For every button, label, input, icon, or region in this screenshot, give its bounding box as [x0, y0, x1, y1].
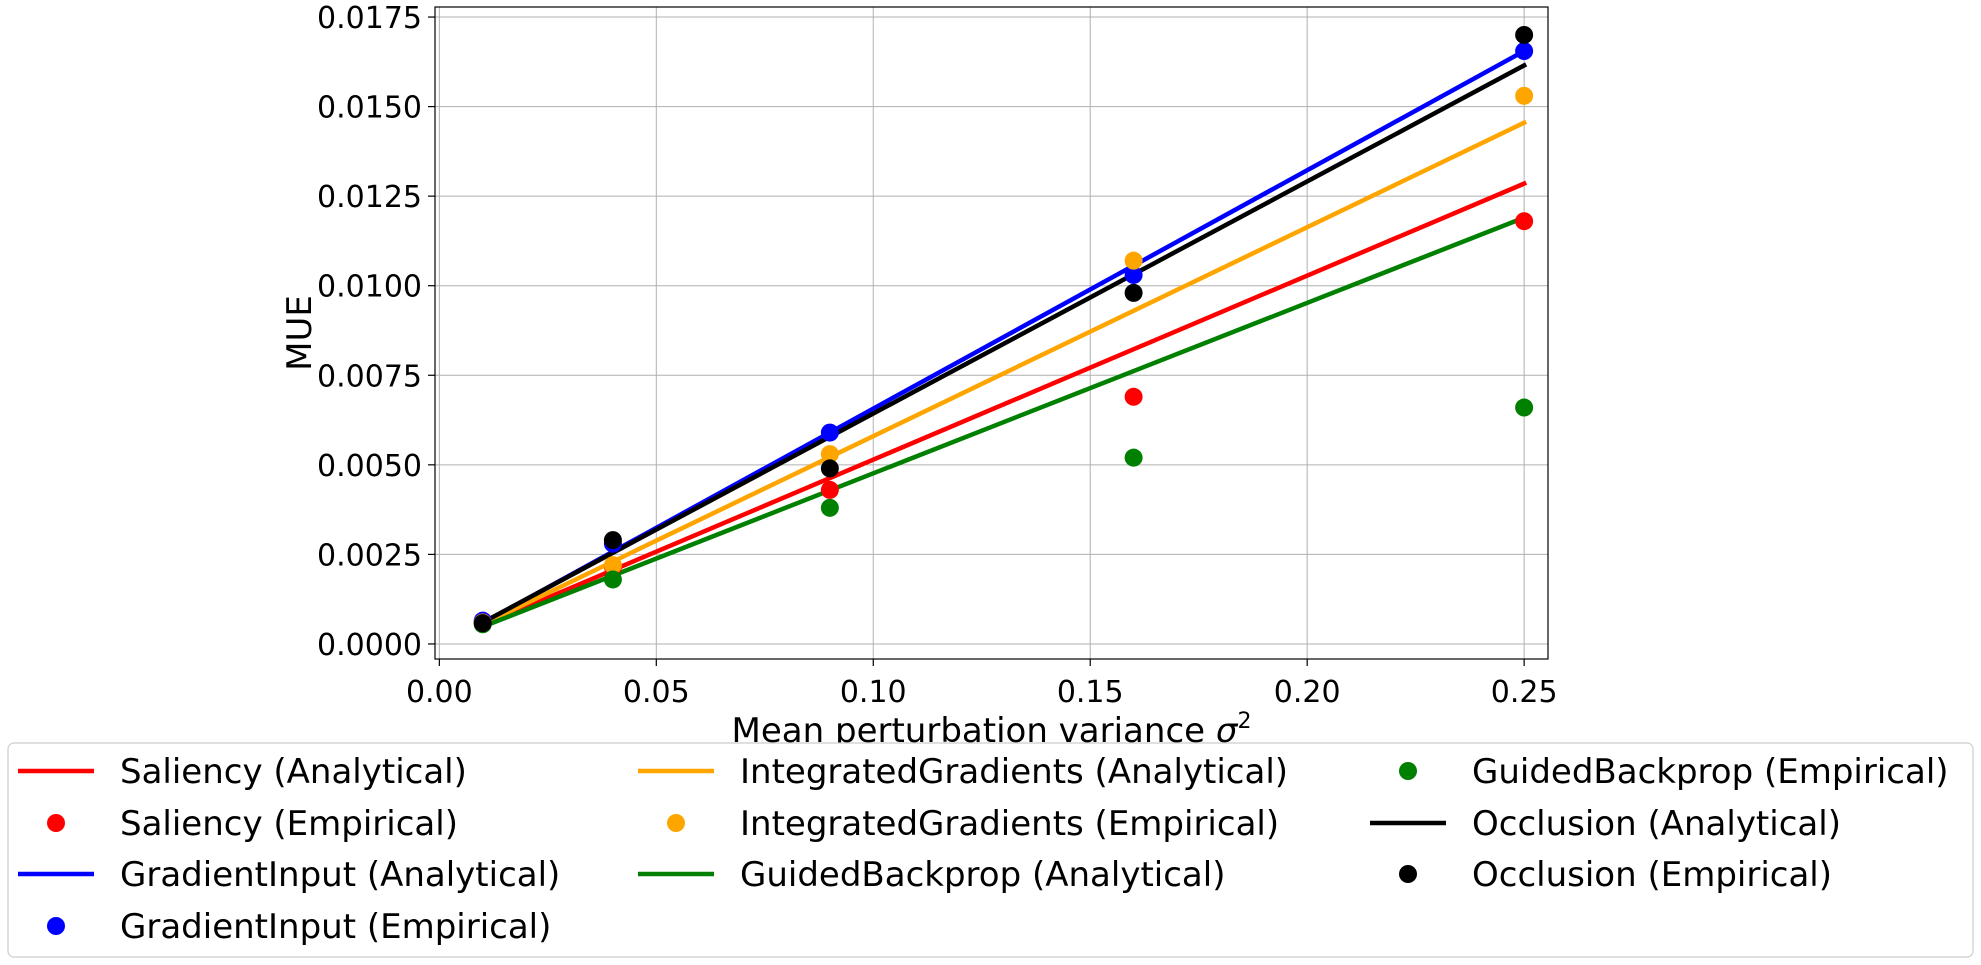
data-point — [1515, 86, 1534, 105]
x-tick-label: 0.25 — [1491, 675, 1558, 710]
data-point — [1124, 251, 1143, 270]
y-tick-label: 0.0175 — [317, 1, 422, 36]
data-point — [1124, 283, 1143, 302]
data-point — [820, 445, 839, 464]
y-tick-label: 0.0050 — [317, 449, 422, 484]
legend-label: Occlusion (Analytical) — [1472, 804, 1841, 844]
y-tick-label: 0.0000 — [317, 628, 422, 663]
series-line — [479, 214, 1528, 630]
x-tick-label: 0.00 — [406, 675, 473, 710]
data-point — [820, 423, 839, 442]
legend-point-swatch — [47, 917, 65, 935]
y-axis-label: MUE — [280, 295, 320, 371]
data-point — [1515, 398, 1534, 417]
series-line — [479, 119, 1528, 628]
data-point — [1124, 265, 1143, 284]
legend-label: IntegratedGradients (Empirical) — [740, 804, 1279, 844]
y-tick-label: 0.0100 — [317, 270, 422, 305]
y-tick-label: 0.0075 — [317, 359, 422, 394]
x-tick-label: 0.05 — [623, 675, 690, 710]
data-point — [473, 614, 492, 633]
data-point — [820, 480, 839, 499]
legend-point-swatch — [667, 814, 685, 832]
legend-point-swatch — [1399, 762, 1417, 780]
legend-label: GuidedBackprop (Empirical) — [1472, 752, 1949, 792]
data-point — [603, 531, 622, 550]
y-tick-label: 0.0025 — [317, 538, 422, 573]
grid — [435, 7, 1548, 659]
data-point — [1515, 42, 1534, 61]
legend-entries: Saliency (Analytical) Saliency (Empirical… — [18, 752, 1949, 947]
x-tick-label: 0.10 — [840, 675, 907, 710]
legend-label: GuidedBackprop (Analytical) — [740, 855, 1225, 895]
legend-point-swatch — [1399, 865, 1417, 883]
legend-point-swatch — [47, 814, 65, 832]
data-point — [603, 570, 622, 589]
series-line — [479, 62, 1528, 626]
legend-label: Saliency (Empirical) — [120, 804, 458, 844]
legend-label: GradientInput (Analytical) — [120, 855, 560, 895]
series — [473, 25, 1534, 634]
data-point — [1124, 448, 1143, 467]
legend-label: Saliency (Analytical) — [120, 752, 467, 792]
axis-ticks: 0.00 0.05 0.10 0.15 0.20 0.25 0.0000 0.0025 0.00… — [317, 1, 1558, 710]
legend-label: GradientInput (Empirical) — [120, 907, 551, 947]
data-point — [1515, 25, 1534, 44]
legend — [7, 742, 1974, 958]
legend-label: Occlusion (Empirical) — [1472, 855, 1832, 895]
x-tick-label: 0.20 — [1274, 675, 1341, 710]
data-point — [820, 459, 839, 478]
x-tick-label: 0.15 — [1057, 675, 1124, 710]
plot-area — [434, 6, 1549, 660]
data-point — [1515, 212, 1534, 231]
y-tick-label: 0.0150 — [317, 91, 422, 126]
data-point — [820, 498, 839, 517]
series-line — [479, 180, 1528, 629]
data-point — [603, 556, 622, 575]
y-tick-label: 0.0125 — [317, 180, 422, 215]
legend-label: IntegratedGradients (Analytical) — [740, 752, 1288, 792]
data-point — [1124, 387, 1143, 406]
